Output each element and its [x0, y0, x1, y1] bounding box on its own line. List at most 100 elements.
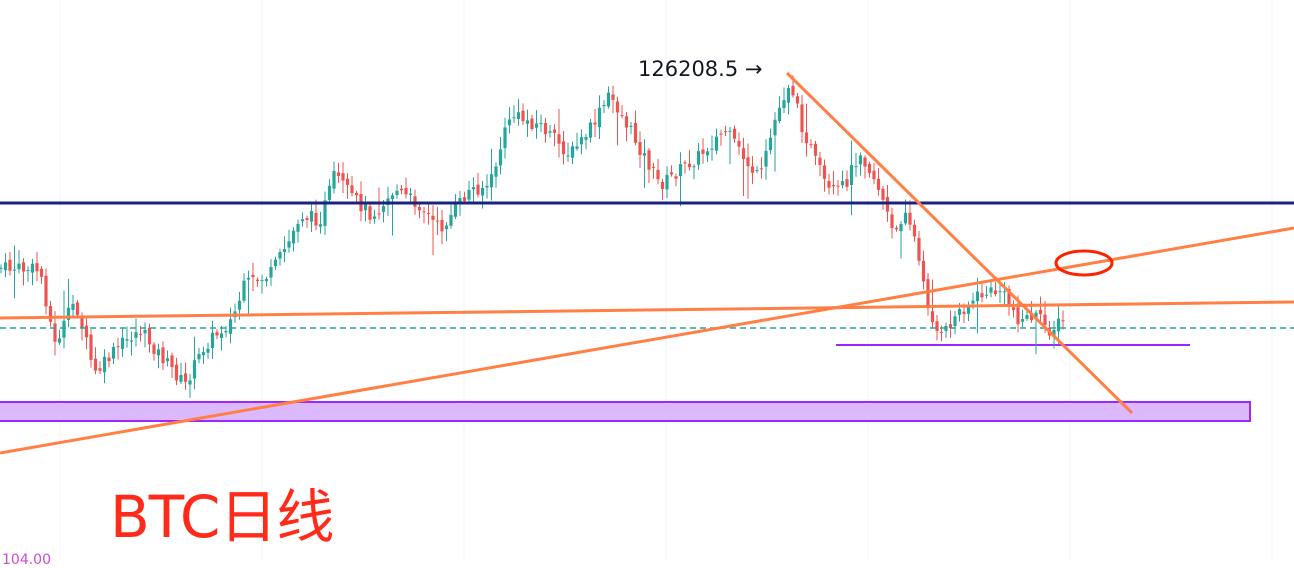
- candle-body: [242, 280, 246, 301]
- candle-body: [651, 166, 656, 168]
- candle-body: [66, 307, 71, 320]
- candle-body: [264, 278, 269, 282]
- candle-body: [1016, 307, 1020, 324]
- candle-body: [35, 263, 39, 272]
- candle-body: [152, 344, 156, 354]
- candle-body: [399, 188, 404, 191]
- candle-body: [53, 323, 57, 342]
- candle-body: [422, 211, 426, 213]
- candle-body: [548, 131, 552, 133]
- candle-body: [777, 107, 782, 122]
- candle-body: [867, 163, 872, 173]
- candle-body: [647, 150, 651, 170]
- candle-body: [872, 170, 876, 180]
- candle-body: [858, 155, 863, 165]
- candle-body: [440, 219, 444, 232]
- candle-body: [678, 164, 683, 177]
- candle-body: [714, 136, 719, 151]
- candle-body: [296, 223, 300, 232]
- candle-body: [273, 259, 278, 267]
- candle-body: [116, 346, 120, 348]
- candle-body: [498, 149, 503, 166]
- candle-body: [332, 171, 336, 189]
- candle-body: [629, 125, 633, 127]
- candle-body: [458, 198, 462, 204]
- candle-body: [746, 157, 750, 167]
- candle-body: [503, 127, 507, 149]
- candle-body: [210, 332, 215, 349]
- candle-body: [575, 146, 579, 149]
- candle-body: [804, 132, 809, 144]
- axis-price-label-cut: 104.00: [2, 552, 51, 568]
- candle-body: [638, 142, 642, 156]
- candle-body: [822, 165, 827, 179]
- candle-body: [48, 306, 53, 322]
- candle-body: [125, 339, 129, 341]
- candle-body: [345, 178, 350, 185]
- candle-body: [800, 104, 804, 133]
- candle-body: [278, 252, 282, 259]
- candle-body: [845, 179, 849, 187]
- candle-body: [161, 347, 165, 364]
- candle-body: [120, 337, 125, 349]
- candle-body: [809, 144, 813, 146]
- candle-body: [300, 219, 305, 222]
- candle-body: [926, 279, 930, 309]
- candle-body: [840, 181, 845, 186]
- candle-body: [129, 340, 134, 342]
- candle-body: [255, 279, 260, 281]
- candle-body: [39, 268, 44, 277]
- candle-body: [939, 331, 944, 333]
- support-zone: [0, 401, 1251, 422]
- candle-body: [917, 237, 921, 261]
- candle-body: [566, 155, 570, 157]
- candle-body: [147, 327, 152, 345]
- candle-body: [984, 294, 989, 296]
- candle-body: [1043, 314, 1047, 325]
- candlestick-series: [0, 75, 1065, 398]
- candle-body: [215, 332, 219, 336]
- candle-body: [3, 262, 8, 271]
- candle-body: [336, 172, 341, 177]
- candle-body: [971, 300, 975, 304]
- candle-body: [534, 123, 539, 128]
- candle-body: [894, 227, 899, 230]
- candle-body: [89, 334, 93, 360]
- candle-body: [260, 280, 264, 282]
- candle-body: [219, 333, 224, 338]
- candle-body: [602, 104, 606, 107]
- candle-body: [8, 259, 12, 271]
- candle-body: [719, 133, 723, 135]
- highlight-ellipse: [1054, 249, 1114, 277]
- candle-body: [98, 368, 102, 371]
- candle-body: [102, 356, 107, 373]
- candle-body: [350, 185, 354, 193]
- candle-body: [620, 114, 624, 116]
- candle-body: [980, 293, 984, 298]
- candle-body: [854, 166, 858, 168]
- candle-body: [287, 241, 291, 248]
- horizontal-trend-line: [0, 300, 1294, 320]
- rising-trend-line: [0, 226, 1294, 455]
- falling-trend-line: [785, 71, 1134, 415]
- candle-body: [642, 153, 647, 156]
- candle-body: [759, 168, 764, 170]
- candle-body: [849, 164, 854, 185]
- candle-body: [705, 151, 710, 156]
- candle-body: [314, 212, 318, 226]
- candle-body: [539, 123, 543, 125]
- candle-body: [552, 129, 557, 133]
- candle-body: [935, 321, 939, 331]
- candle-body: [836, 185, 840, 187]
- candle-body: [354, 192, 359, 196]
- candle-body: [1056, 318, 1061, 332]
- candle-body: [165, 358, 170, 362]
- candle-body: [143, 329, 147, 334]
- candle-body: [561, 141, 566, 155]
- candle-body: [377, 213, 381, 215]
- candle-body: [1052, 329, 1056, 337]
- candle-body: [381, 206, 386, 212]
- candle-body: [134, 332, 138, 338]
- candle-body: [435, 220, 440, 222]
